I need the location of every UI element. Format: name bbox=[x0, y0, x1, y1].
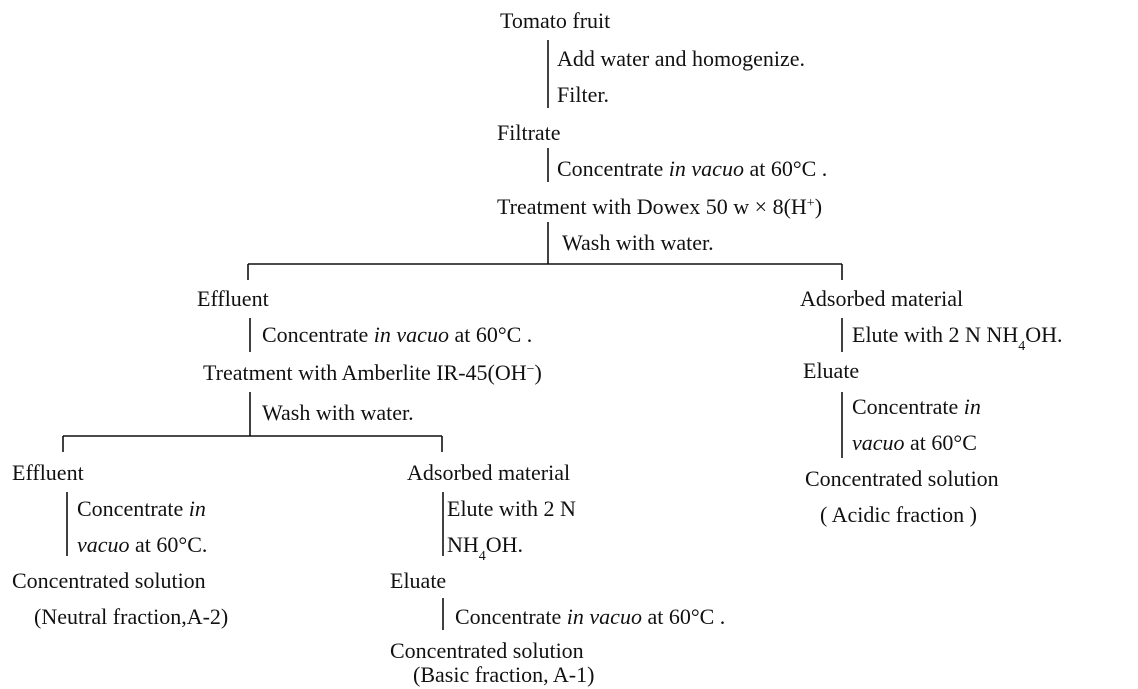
italic-run: in bbox=[964, 394, 981, 419]
text-run: Concentrated solution bbox=[12, 568, 206, 593]
label: Eluate bbox=[390, 568, 446, 593]
text-run: Concentrate bbox=[262, 322, 374, 347]
label: Concentrate in bbox=[852, 394, 981, 419]
text-run: Effluent bbox=[12, 460, 84, 485]
label: Add water and homogenize. bbox=[557, 46, 805, 71]
text-run: ) bbox=[815, 194, 822, 219]
text-run: Tomato fruit bbox=[500, 8, 610, 33]
label: Filter. bbox=[557, 82, 609, 107]
text-run: Effluent bbox=[197, 286, 269, 311]
label: Concentrate in vacuo at 60°C . bbox=[455, 604, 725, 629]
label: Concentrate in bbox=[77, 496, 206, 521]
label: Concentrate in vacuo at 60°C . bbox=[557, 156, 827, 181]
text-run: Elute with 2 N NH bbox=[852, 322, 1018, 347]
label: Treatment with Amberlite IR-45(OH−) bbox=[203, 360, 542, 385]
text-run: Wash with water. bbox=[562, 230, 714, 255]
text-run: Concentrate bbox=[77, 496, 189, 521]
text-run: OH. bbox=[1025, 322, 1062, 347]
text-run: (Basic fraction, A-1) bbox=[413, 662, 594, 687]
label: (Neutral fraction,A-2) bbox=[34, 604, 228, 629]
label: ( Acidic fraction ) bbox=[820, 502, 977, 527]
text-run: Filtrate bbox=[497, 120, 561, 145]
label: Tomato fruit bbox=[500, 8, 610, 33]
label: Concentrated solution bbox=[12, 568, 206, 593]
superscript: − bbox=[527, 362, 535, 377]
italic-run: vacuo bbox=[77, 532, 130, 557]
text-run: at 60°C . bbox=[449, 322, 532, 347]
text-run: Filter. bbox=[557, 82, 609, 107]
label: Wash with water. bbox=[262, 400, 414, 425]
label: (Basic fraction, A-1) bbox=[413, 662, 594, 687]
subscript: 4 bbox=[1018, 339, 1025, 354]
italic-run: in vacuo bbox=[374, 322, 449, 347]
text-run: Concentrate bbox=[557, 156, 669, 181]
label: Treatment with Dowex 50 w × 8(H+) bbox=[497, 194, 822, 219]
text-run: Eluate bbox=[390, 568, 446, 593]
label: vacuo at 60°C. bbox=[77, 532, 207, 557]
text-run: Adsorbed material bbox=[407, 460, 570, 485]
label: Concentrate in vacuo at 60°C . bbox=[262, 322, 532, 347]
text-run: NH bbox=[447, 532, 479, 557]
label: Concentrated solution bbox=[805, 466, 999, 491]
label: Elute with 2 N bbox=[447, 496, 576, 521]
text-run: at 60°C . bbox=[744, 156, 827, 181]
italic-run: vacuo bbox=[852, 430, 905, 455]
superscript: + bbox=[807, 196, 815, 211]
label: Adsorbed material bbox=[800, 286, 963, 311]
italic-run: in vacuo bbox=[669, 156, 744, 181]
text-run: OH. bbox=[486, 532, 523, 557]
text-run: ( Acidic fraction ) bbox=[820, 502, 977, 527]
subscript: 4 bbox=[479, 549, 486, 564]
label: Adsorbed material bbox=[407, 460, 570, 485]
text-run: Concentrated solution bbox=[390, 638, 584, 663]
text-run: Wash with water. bbox=[262, 400, 414, 425]
label: Filtrate bbox=[497, 120, 561, 145]
label: Effluent bbox=[12, 460, 84, 485]
text-run: Concentrate bbox=[852, 394, 964, 419]
text-run: Eluate bbox=[803, 358, 859, 383]
label: vacuo at 60°C bbox=[852, 430, 977, 455]
italic-run: in bbox=[189, 496, 206, 521]
text-run: Treatment with Amberlite IR-45(OH bbox=[203, 360, 527, 385]
text-run: at 60°C . bbox=[642, 604, 725, 629]
text-run: Concentrated solution bbox=[805, 466, 999, 491]
label: Concentrated solution bbox=[390, 638, 584, 663]
text-run: Elute with 2 N bbox=[447, 496, 576, 521]
text-run: (Neutral fraction,A-2) bbox=[34, 604, 228, 629]
label: Elute with 2 N NH4OH. bbox=[852, 322, 1062, 354]
connectors bbox=[62, 40, 843, 630]
label: NH4OH. bbox=[447, 532, 523, 564]
text-run: ) bbox=[535, 360, 542, 385]
text-run: Adsorbed material bbox=[800, 286, 963, 311]
text-run: Add water and homogenize. bbox=[557, 46, 805, 71]
label: Effluent bbox=[197, 286, 269, 311]
label: Eluate bbox=[803, 358, 859, 383]
text-run: at 60°C. bbox=[130, 532, 208, 557]
text-run: Treatment with Dowex 50 w × 8(H bbox=[497, 194, 807, 219]
text-run: Concentrate bbox=[455, 604, 567, 629]
text-run: at 60°C bbox=[905, 430, 977, 455]
italic-run: in vacuo bbox=[567, 604, 642, 629]
label: Wash with water. bbox=[562, 230, 714, 255]
